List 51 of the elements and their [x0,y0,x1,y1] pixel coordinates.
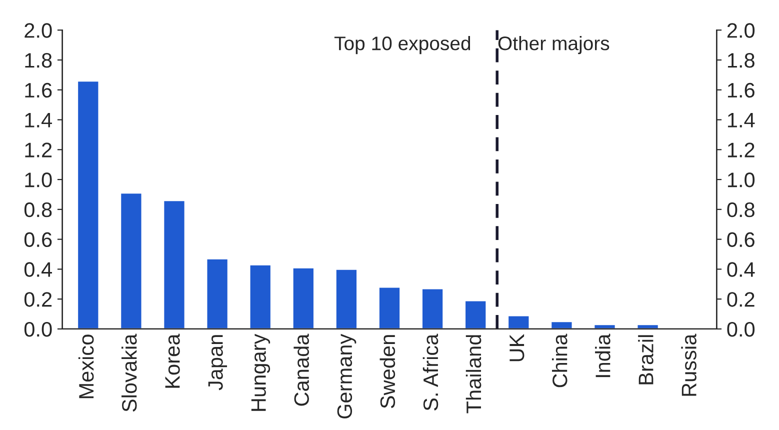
bar [162,200,186,329]
x-tick-label: China [552,334,568,388]
x-tick-label: Mexico [78,334,94,398]
x-tick-label: UK [510,334,524,362]
bar [378,286,401,329]
bar [248,264,272,329]
y-tick-label: 1.0 [25,172,52,188]
x-tick-label: Japan [208,335,228,390]
y2-tick-label: 0.2 [727,292,754,307]
y2-tick-label: 0.0 [727,322,755,337]
bar [507,314,530,329]
bar [292,266,315,329]
y2-tick-label: 1.8 [728,52,754,68]
bar [120,192,143,329]
annotation: Other majors [498,36,610,54]
y-tick-label: 0.2 [24,292,52,307]
x-tick-label: Germany [337,334,356,418]
x-tick-label: Slovakia [121,334,137,412]
y-tick-label: 1.2 [25,142,52,158]
y-tick-label: 1.6 [25,82,52,98]
y-tick-label: 1.8 [25,52,52,68]
x-tick-label: Korea [165,334,180,388]
y2-tick-label: 1.4 [728,112,755,128]
y2-tick-label: 2.0 [727,23,755,38]
x-tick-label: Canada [294,334,309,406]
y-tick-label: 2.0 [24,23,52,38]
y2-tick-label: 1.2 [728,142,754,158]
y2-tick-label: 0.4 [727,262,755,277]
annotation: Top 10 exposed [334,36,470,54]
y2-tick-label: 0.8 [727,202,754,218]
bar [76,80,100,329]
bar [421,288,444,329]
y-tick-label: 0.0 [24,322,52,337]
y-tick-label: 0.8 [24,202,52,218]
x-tick-label: Sweden [380,335,396,408]
y2-tick-label: 0.6 [727,232,754,248]
x-tick-label: S. Africa [422,334,438,410]
y-tick-label: 0.4 [24,262,52,277]
y-tick-label: 1.4 [25,112,52,128]
bar [550,320,574,329]
x-tick-label: Brazil [638,335,654,384]
bar [334,268,358,329]
x-tick-label: Russia [681,334,696,396]
y-tick-label: 0.6 [24,232,52,248]
bar [206,258,229,329]
y2-tick-label: 1.0 [728,172,755,188]
x-tick-label: India [595,334,610,378]
bar [464,300,488,329]
x-tick-label: Thailand [466,335,482,414]
x-tick-label: Hungary [251,334,270,411]
y2-tick-label: 1.6 [728,82,754,98]
